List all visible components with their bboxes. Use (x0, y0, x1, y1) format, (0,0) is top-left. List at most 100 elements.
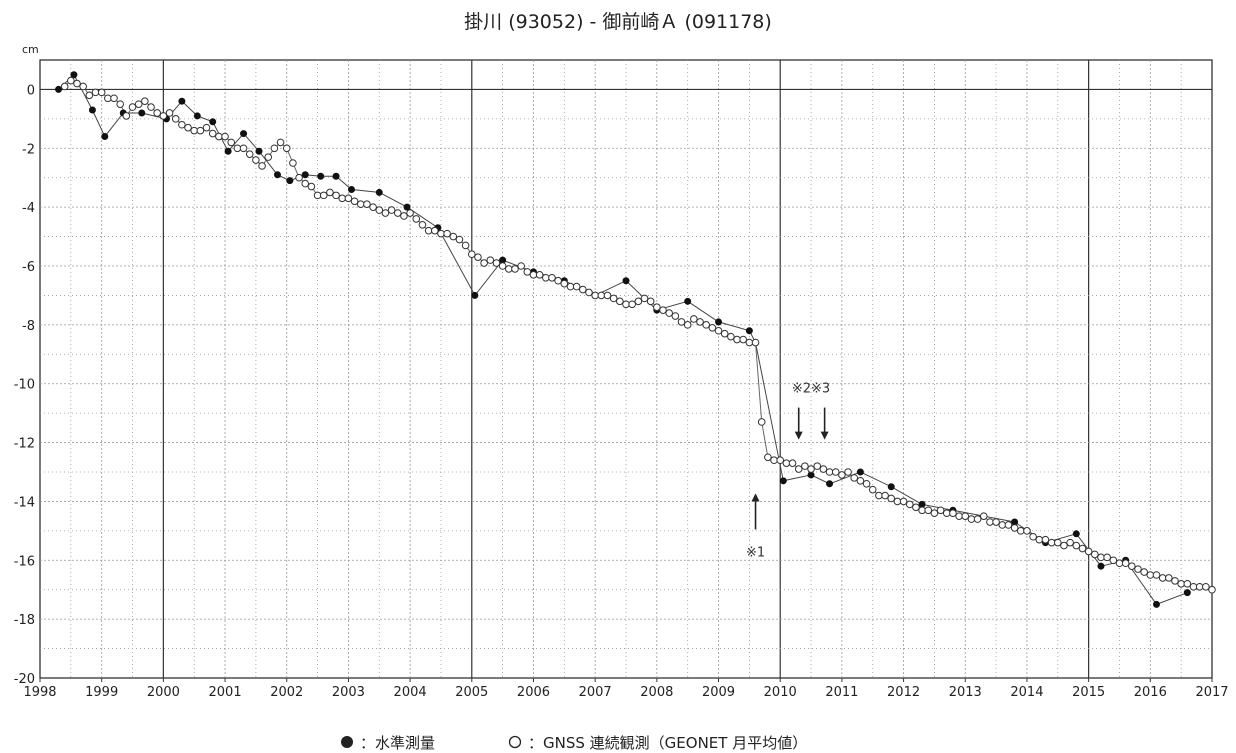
tick-labels: 1998 1999 2000 2001 2002 2003 2004 2005 2006 2007… (14, 83, 1229, 700)
gnss-point (677, 318, 686, 326)
gnss-point (579, 285, 587, 294)
gnss-point (455, 235, 464, 244)
gnss-point (819, 465, 828, 473)
gnss-point (591, 291, 599, 300)
leveling-point (178, 97, 186, 105)
annotation-label-1: ※1 (746, 545, 765, 560)
x-tick-label: 2007 (579, 685, 612, 700)
gnss-point (622, 300, 630, 309)
gnss-point (733, 335, 741, 344)
gnss-point (603, 291, 612, 300)
gnss-point (97, 88, 106, 97)
y-unit-label: cm (22, 43, 39, 56)
gnss-point (659, 306, 667, 314)
gnss-point (930, 509, 939, 518)
series-points (55, 71, 1216, 608)
gnss-point (1140, 568, 1148, 576)
x-tick-label: 1999 (85, 685, 118, 700)
gnss-point (1115, 559, 1124, 568)
gnss-point (443, 229, 451, 238)
gnss-point (918, 506, 926, 515)
gnss-point (979, 512, 988, 520)
gnss-point (560, 279, 569, 288)
gnss-point (1091, 550, 1099, 559)
y-tick-label: 0 (27, 83, 35, 98)
x-tick-label: 2012 (887, 685, 920, 700)
gnss-point (893, 497, 902, 506)
gnss-point (788, 459, 797, 467)
leveling-point (348, 185, 356, 193)
gnss-point (202, 123, 211, 132)
gnss-point (153, 109, 161, 117)
gnss-point (233, 144, 242, 153)
gnss-point (782, 459, 791, 467)
gnss-point (1202, 582, 1210, 591)
gnss-point (1165, 574, 1173, 582)
gnss-point (104, 94, 112, 103)
x-tick-label: 2000 (147, 685, 180, 700)
x-tick-label: 2016 (1134, 685, 1167, 700)
gnss-point (381, 209, 390, 217)
gnss-point (393, 209, 402, 217)
gnss-point (60, 82, 69, 91)
x-tick-label: 2004 (394, 685, 427, 700)
gnss-point (572, 282, 581, 291)
gnss-point (529, 271, 538, 279)
x-tick-label: 2008 (640, 685, 673, 700)
gnss-point (387, 206, 396, 214)
gnss-point (418, 221, 427, 229)
annotation-label-2-3: ※2※3 (792, 382, 830, 397)
gnss-point (276, 138, 285, 147)
x-tick-label: 2015 (1072, 685, 1105, 700)
leveling-point (317, 172, 325, 180)
gnss-point (1072, 541, 1081, 550)
gnss-point (110, 94, 118, 103)
x-tick-label: 2003 (332, 685, 365, 700)
legend-open-marker (508, 735, 522, 749)
gnss-point (165, 109, 174, 117)
gnss-point (542, 273, 550, 282)
gnss-point (1152, 571, 1161, 579)
gnss-point (258, 162, 266, 170)
gnss-point (338, 194, 347, 203)
gnss-point (215, 132, 223, 141)
gnss-point (770, 456, 778, 465)
gnss-point (640, 294, 649, 303)
gnss-point (245, 150, 254, 158)
gnss-point (1016, 527, 1025, 535)
gnss-point (85, 91, 94, 100)
leveling-point (745, 327, 753, 335)
gnss-point (511, 265, 519, 273)
gnss-point (653, 303, 661, 312)
legend-label-gnss: ：GNSS 連続観測（GEONET 月平均値） (528, 734, 807, 752)
gnss-point (1053, 538, 1062, 547)
gnss-point (998, 521, 1007, 529)
gnss-point (924, 506, 933, 515)
gnss-point (196, 126, 205, 135)
x-tick-label: 2010 (764, 685, 797, 700)
x-tick-label: 2013 (949, 685, 982, 700)
gnss-point (813, 462, 822, 470)
gnss-point (356, 200, 365, 208)
gnss-point (905, 500, 914, 509)
leveling-point (1183, 589, 1191, 597)
gnss-point (856, 477, 865, 485)
y-tick-label: -6 (22, 260, 35, 275)
gnss-point (1158, 574, 1167, 582)
gnss-point (505, 265, 513, 273)
leveling-point (301, 171, 309, 179)
leveling-point (375, 188, 383, 196)
gnss-point (616, 297, 624, 306)
gnss-point (936, 506, 945, 515)
leveling-point (684, 297, 692, 305)
legend-label-leveling: ：水準測量 (360, 734, 435, 752)
gnss-point (1097, 553, 1105, 562)
y-tick-label: -2 (22, 142, 35, 157)
gnss-point (350, 197, 359, 206)
gnss-point (239, 144, 248, 153)
leveling-point (1152, 600, 1160, 608)
x-tick-label: 2009 (702, 685, 735, 700)
leveling-point (715, 318, 723, 326)
gnss-point (252, 156, 260, 164)
gnss-point (967, 515, 976, 523)
